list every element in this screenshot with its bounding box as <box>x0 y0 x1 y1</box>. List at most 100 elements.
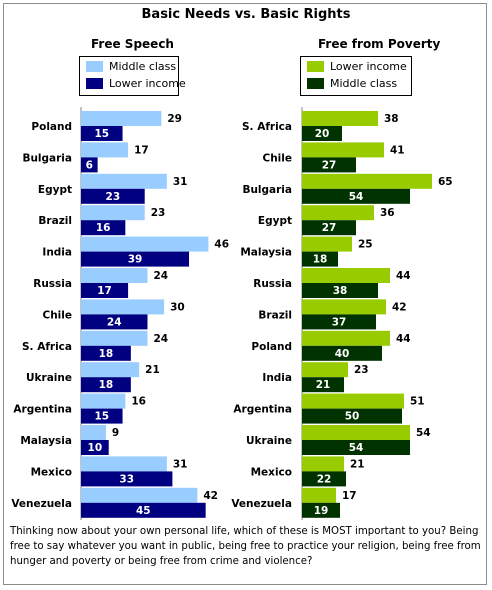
bar-lower-income-poland <box>81 126 123 141</box>
data-label-lower-income-argentina: 15 <box>94 411 109 423</box>
data-label-lower-income-ukraine: 54 <box>416 427 431 439</box>
bar-lower-income-russia <box>81 283 129 298</box>
bar-middle-class-brazil <box>81 205 145 221</box>
category-label-ukraine: Ukraine <box>246 435 292 447</box>
bar-middle-class-ukraine <box>81 362 140 378</box>
bar-lower-income-venezuela <box>81 502 206 518</box>
category-label-russia: Russia <box>253 278 292 290</box>
data-label-lower-income-s-africa: 18 <box>99 348 114 360</box>
bar-lower-income-s-africa <box>81 345 131 361</box>
bar-middle-class-mexico <box>302 471 346 487</box>
category-label-poland: Poland <box>251 341 292 353</box>
bar-lower-income-brazil <box>81 220 126 236</box>
data-label-lower-income-venezuela: 17 <box>342 490 357 502</box>
data-label-middle-class-chile: 30 <box>170 301 185 313</box>
category-label-bulgaria: Bulgaria <box>22 152 72 164</box>
category-label-mexico: Mexico <box>31 466 72 478</box>
legend-swatch-middle-class <box>86 61 103 72</box>
data-label-middle-class-russia: 38 <box>333 285 348 297</box>
data-label-lower-income-brazil: 42 <box>392 301 407 313</box>
data-label-middle-class-india: 46 <box>214 239 229 251</box>
category-label-malaysia: Malaysia <box>20 435 72 447</box>
category-label-mexico: Mexico <box>251 466 292 478</box>
data-label-middle-class-mexico: 22 <box>317 473 332 485</box>
data-label-lower-income-mexico: 33 <box>119 473 134 485</box>
data-label-lower-income-egypt: 36 <box>380 207 395 219</box>
category-label-ukraine: Ukraine <box>26 372 72 384</box>
data-label-middle-class-bulgaria: 17 <box>134 144 149 156</box>
data-label-middle-class-s-africa: 24 <box>153 333 168 345</box>
data-label-lower-income-russia: 44 <box>396 270 411 282</box>
bar-middle-class-poland <box>81 111 162 126</box>
data-label-middle-class-poland: 40 <box>335 348 350 360</box>
data-label-lower-income-india: 23 <box>354 364 369 376</box>
right-panel-title: Free from Poverty <box>318 37 441 51</box>
data-label-middle-class-ukraine: 21 <box>145 364 160 376</box>
bar-middle-class-egypt <box>302 220 356 236</box>
bar-middle-class-russia <box>302 283 378 298</box>
data-label-middle-class-india: 21 <box>316 379 331 391</box>
chart-frame <box>3 3 487 585</box>
bar-middle-class-malaysia <box>302 251 338 267</box>
bar-lower-income-mexico <box>302 456 344 472</box>
data-label-middle-class-brazil: 23 <box>151 207 166 219</box>
bar-middle-class-india <box>81 236 209 252</box>
data-label-lower-income-chile: 24 <box>107 316 122 328</box>
category-label-brazil: Brazil <box>258 309 292 321</box>
bar-lower-income-india <box>81 251 190 267</box>
data-label-lower-income-s-africa: 38 <box>384 113 399 125</box>
data-label-middle-class-chile: 27 <box>322 159 337 171</box>
right-legend: Lower income Middle class <box>300 56 412 96</box>
data-label-middle-class-argentina: 16 <box>131 396 146 408</box>
category-label-argentina: Argentina <box>233 404 292 416</box>
bar-lower-income-argentina <box>302 393 404 409</box>
bar-middle-class-bulgaria <box>81 142 129 158</box>
data-label-lower-income-chile: 41 <box>390 144 405 156</box>
category-label-chile: Chile <box>42 309 72 321</box>
data-label-middle-class-malaysia: 18 <box>313 254 328 266</box>
data-label-lower-income-egypt: 23 <box>106 191 121 203</box>
bar-lower-income-ukraine <box>81 377 131 393</box>
data-label-middle-class-mexico: 31 <box>173 458 188 470</box>
legend-label-lower-income: Lower income <box>330 60 407 73</box>
bar-middle-class-india <box>302 377 344 393</box>
legend-swatch-lower-income <box>86 78 103 89</box>
category-label-brazil: Brazil <box>38 215 72 227</box>
legend-swatch-lower-income <box>307 61 324 72</box>
survey-question: Thinking now about your own personal lif… <box>10 526 481 567</box>
data-label-middle-class-egypt: 27 <box>322 222 337 234</box>
left-panel-title: Free Speech <box>91 37 174 51</box>
bar-middle-class-venezuela <box>81 487 198 503</box>
data-label-lower-income-venezuela: 45 <box>136 505 151 517</box>
bar-middle-class-brazil <box>302 314 376 330</box>
data-label-lower-income-poland: 44 <box>396 333 411 345</box>
bar-lower-income-russia <box>302 268 390 283</box>
data-label-middle-class-brazil: 37 <box>332 316 347 328</box>
category-label-bulgaria: Bulgaria <box>242 184 292 196</box>
bar-middle-class-mexico <box>81 456 167 472</box>
bar-middle-class-malaysia <box>81 425 106 440</box>
bar-middle-class-s-africa <box>302 126 342 141</box>
bar-middle-class-argentina <box>302 408 402 424</box>
bar-lower-income-chile <box>81 314 148 330</box>
bar-lower-income-malaysia <box>302 236 352 252</box>
bar-lower-income-brazil <box>302 299 386 315</box>
category-label-india: India <box>42 247 72 259</box>
bar-lower-income-venezuela <box>302 487 336 503</box>
category-label-venezuela: Venezuela <box>231 498 292 510</box>
bar-lower-income-bulgaria <box>302 173 432 189</box>
category-label-argentina: Argentina <box>13 404 72 416</box>
bar-middle-class-chile <box>302 157 356 173</box>
data-label-lower-income-mexico: 21 <box>350 458 365 470</box>
category-label-egypt: Egypt <box>258 215 292 227</box>
category-label-russia: Russia <box>33 278 72 290</box>
category-label-chile: Chile <box>262 152 292 164</box>
bar-lower-income-chile <box>302 142 384 158</box>
bar-lower-income-poland <box>302 330 390 346</box>
data-label-lower-income-argentina: 51 <box>410 396 425 408</box>
data-label-lower-income-bulgaria: 6 <box>86 159 93 171</box>
data-label-middle-class-venezuela: 42 <box>203 490 218 502</box>
data-label-lower-income-ukraine: 18 <box>99 379 114 391</box>
data-label-middle-class-russia: 24 <box>153 270 168 282</box>
category-label-egypt: Egypt <box>38 184 72 196</box>
